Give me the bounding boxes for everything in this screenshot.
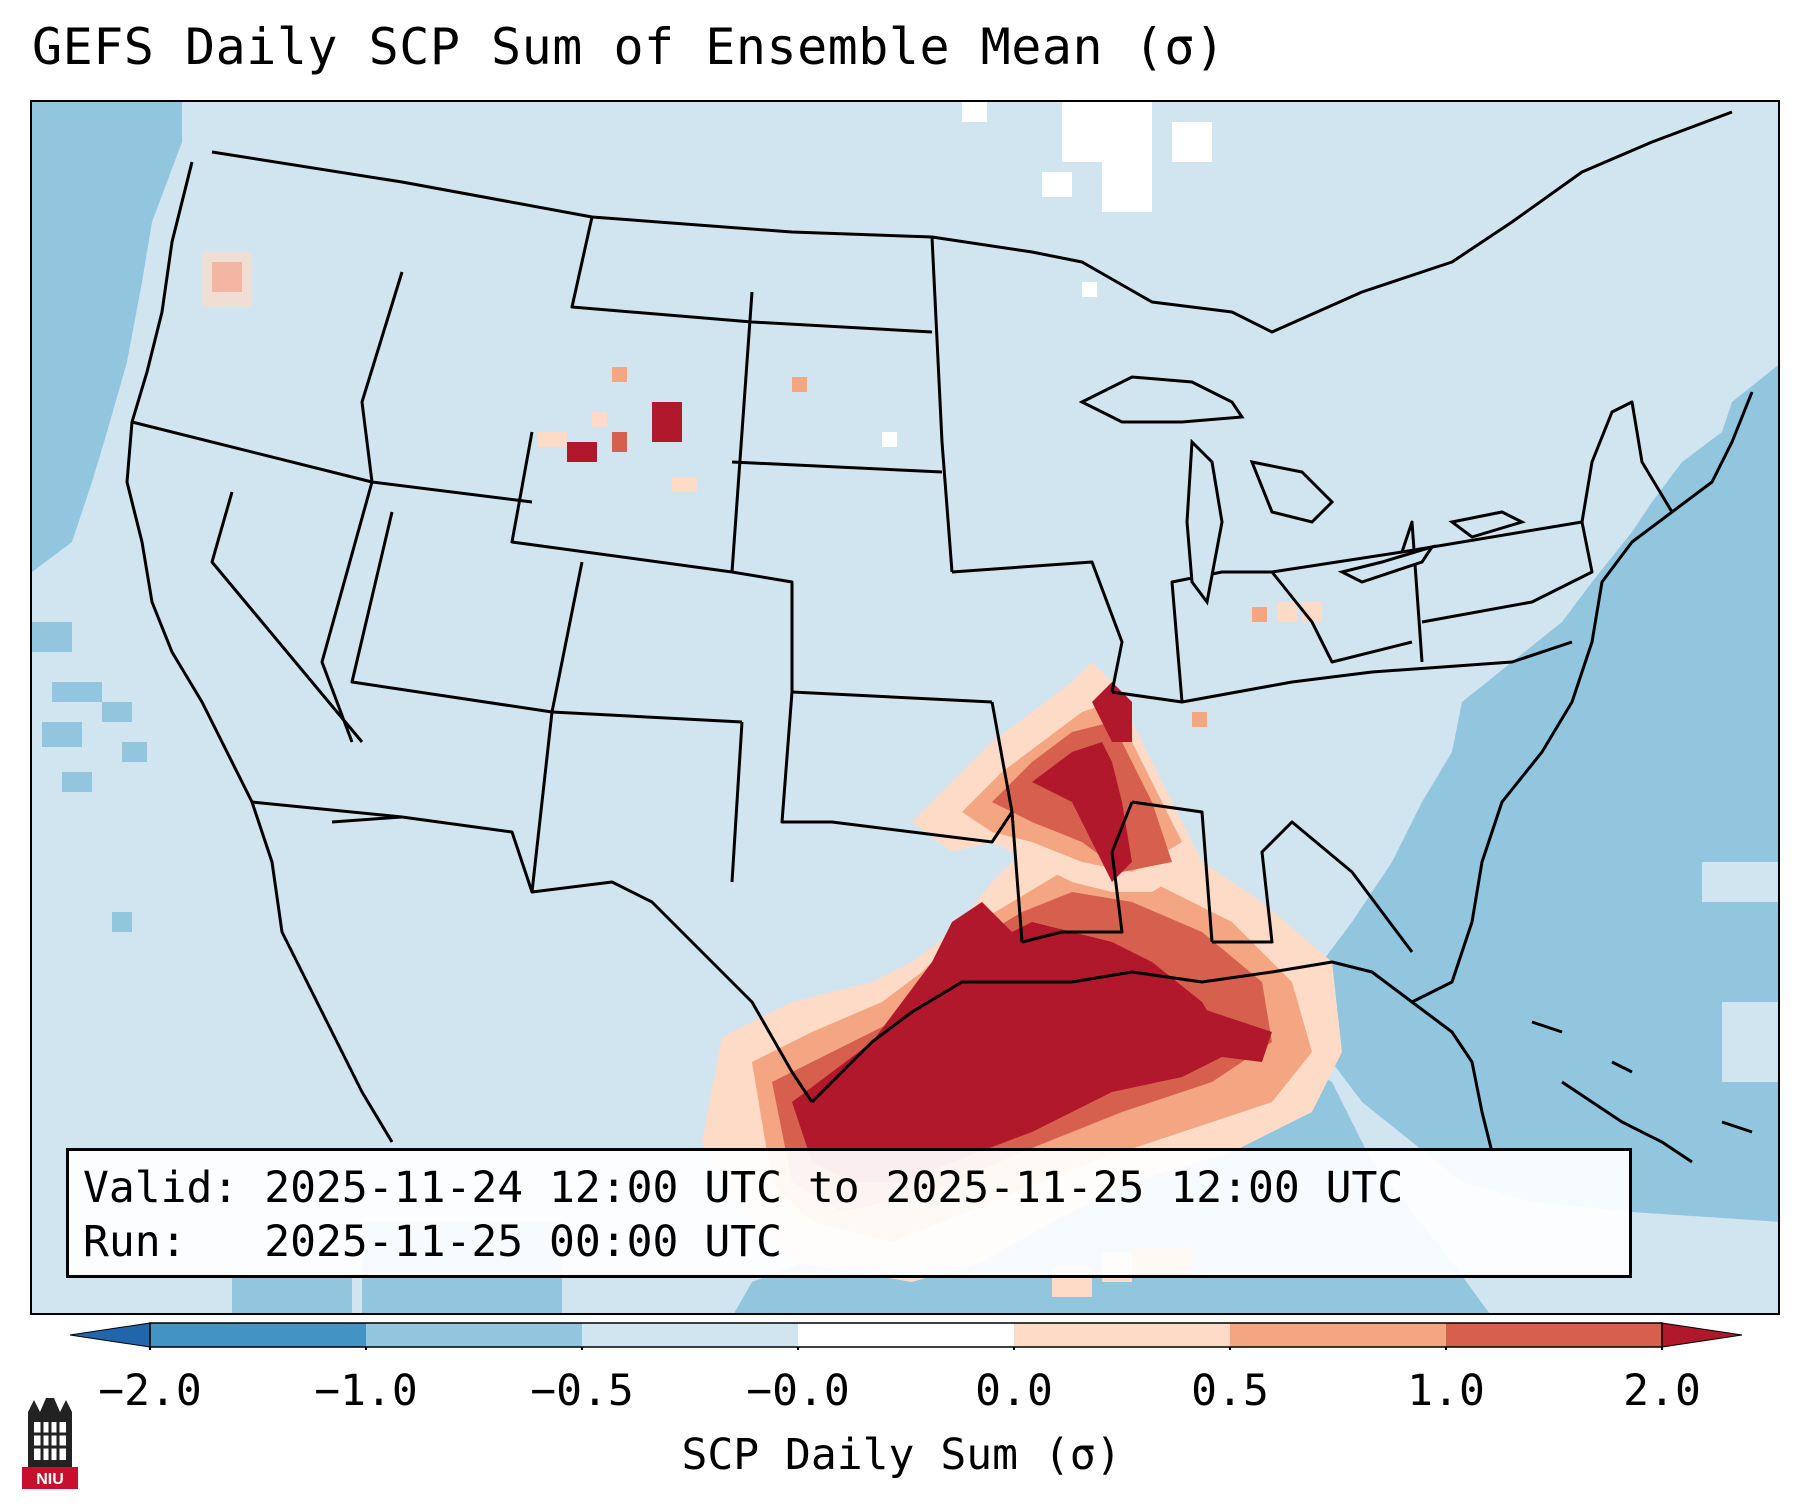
colorbar-tick-label: 0.5 [1191,1366,1269,1416]
colorbar-tick-label: −0.0 [746,1366,850,1416]
colorbar-tick-label: 1.0 [1407,1366,1485,1416]
colorbar-bin-6 [1230,1323,1446,1347]
niu-logo: NIU [22,1398,78,1489]
scp-mid-south-corridor [912,662,1202,892]
colorbar [70,1322,1743,1350]
state-borders [125,110,1754,1153]
map-canvas [32,102,1778,1313]
colorbar-tick-label: −2.0 [98,1366,202,1416]
colorbar-bin-3 [582,1323,798,1347]
pacific-negative-region [32,102,182,932]
valid-value: 2025-11-24 12:00 UTC to 2025-11-25 12:00… [264,1163,1404,1213]
colorbar-bin-5 [1014,1323,1230,1347]
colorbar-label: SCP Daily Sum (σ) [681,1430,1122,1480]
zero-patches [882,102,1212,447]
map-panel [30,100,1780,1315]
colorbar-extend-high [1661,1322,1743,1348]
colorbar-extend-low [70,1322,151,1348]
colorbar-tick-label: −1.0 [314,1366,418,1416]
run-value: 2025-11-25 00:00 UTC [264,1217,782,1267]
colorbar-bin-4 [798,1323,1014,1347]
logo-text: NIU [36,1471,64,1488]
colorbar-ticks [149,1347,1663,1350]
colorbar-tick-label: 2.0 [1623,1366,1701,1416]
colorbar-tick-label: 0.0 [975,1366,1053,1416]
colorbar-bin-2 [366,1323,582,1347]
valid-run-info-box: Valid: 2025-11-24 12:00 UTC to 2025-11-2… [66,1148,1632,1278]
colorbar-tick-label: −0.5 [530,1366,634,1416]
colorbar-bin-7 [1446,1323,1662,1347]
run-label: Run: [83,1217,187,1267]
atlantic-negative-region [1312,365,1778,1222]
map-title: GEFS Daily SCP Sum of Ensemble Mean (σ) [32,18,1226,76]
caribbean-islands [1531,1020,1753,1164]
valid-label: Valid: [83,1163,239,1213]
great-lakes [1078,375,1527,606]
colorbar-outline [149,1322,1663,1348]
colorbar-bin-1 [150,1323,366,1347]
